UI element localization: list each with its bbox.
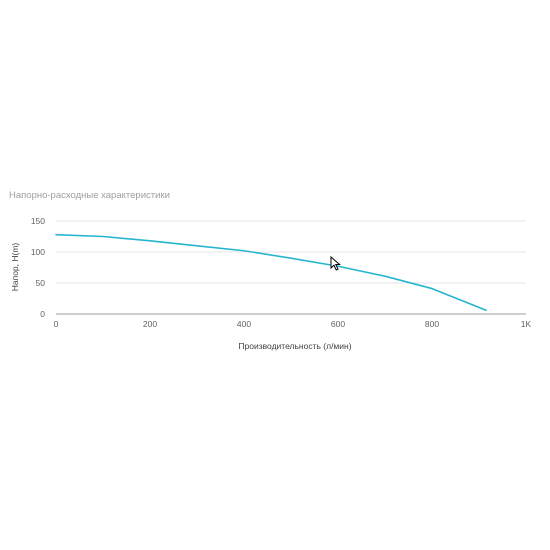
data-point[interactable] bbox=[243, 250, 245, 252]
data-point[interactable] bbox=[55, 234, 57, 236]
y-tick-label: 150 bbox=[31, 216, 45, 226]
data-point[interactable] bbox=[102, 236, 104, 238]
mouse-cursor-icon bbox=[330, 256, 341, 271]
y-tick-label: 100 bbox=[31, 247, 45, 257]
data-point[interactable] bbox=[431, 288, 433, 290]
x-tick-label: 1K bbox=[521, 319, 532, 329]
x-tick-label: 0 bbox=[54, 319, 59, 329]
data-point[interactable] bbox=[485, 309, 487, 311]
y-axis-ticks: 0 50 100 150 bbox=[31, 216, 45, 319]
data-point[interactable] bbox=[196, 245, 198, 247]
data-point[interactable] bbox=[384, 275, 386, 277]
x-tick-label: 800 bbox=[425, 319, 439, 329]
x-tick-label: 200 bbox=[143, 319, 157, 329]
x-tick-label: 400 bbox=[237, 319, 251, 329]
y-tick-label: 0 bbox=[40, 309, 45, 319]
y-axis-label: Напор, H(m) bbox=[10, 243, 20, 292]
series-layer bbox=[55, 233, 487, 312]
x-axis-ticks: 0 200 400 600 800 1K bbox=[54, 319, 532, 329]
x-axis-label: Производительность (л/мин) bbox=[238, 341, 351, 351]
y-tick-label: 50 bbox=[36, 278, 46, 288]
chart-title: Напорно-расходные характеристики bbox=[9, 190, 170, 201]
grid-lines bbox=[56, 220, 526, 315]
x-tick-label: 600 bbox=[331, 319, 345, 329]
series-line-0[interactable] bbox=[55, 233, 487, 312]
data-point[interactable] bbox=[149, 240, 151, 242]
data-point[interactable] bbox=[290, 257, 292, 259]
